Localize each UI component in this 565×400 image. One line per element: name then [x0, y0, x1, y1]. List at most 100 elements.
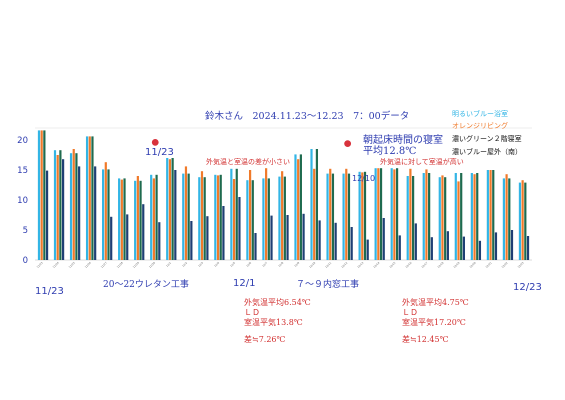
x-tick-label: 12/1	[165, 261, 172, 268]
bar-屋外（南）-11/25	[78, 166, 81, 260]
bar-屋外（南）-12/8	[286, 215, 289, 260]
bar-屋外（南）-12/7	[270, 215, 273, 260]
bar-屋外（南）-12/1	[174, 170, 177, 260]
stats-before: 外気温平均6.54℃ ＬＤ 室温平気13.8℃ 差≒7.26℃	[244, 297, 311, 344]
y-tick-label: 10	[17, 196, 28, 206]
x-tick-label: 12/17	[420, 261, 428, 269]
bar-リビング-12/18	[441, 175, 444, 260]
legend-item-bath: 明るいブルー浴室	[452, 109, 508, 118]
bar-浴室-12/20	[470, 173, 473, 260]
bar-２階寝室-12/7	[267, 178, 270, 260]
x-tick-label: 12/14	[372, 261, 380, 269]
bar-浴室-11/28	[118, 178, 121, 260]
bar-２階寝室-12/16	[412, 176, 415, 260]
bar-屋外（南）-12/5	[238, 197, 241, 260]
bar-２階寝室-12/14	[379, 168, 383, 260]
bar-屋外（南）-12/10	[318, 220, 321, 260]
bar-屋外（南）-12/14	[382, 218, 385, 260]
bar-浴室-11/23	[37, 130, 41, 260]
bar-浴室-12/13	[358, 171, 361, 260]
x-tick-label: 12/4	[213, 261, 220, 268]
legend-item-bedroom: 濃いグリーン２階寝室	[452, 134, 522, 143]
bar-リビング-12/19	[457, 181, 460, 260]
x-tick-label: 12/18	[436, 261, 444, 269]
x-tick-label: 12/12	[340, 261, 348, 269]
x-tick-label: 12/22	[501, 261, 509, 269]
bar-リビング-12/1	[168, 159, 172, 260]
bar-浴室-12/23	[518, 182, 522, 260]
chart-title: 鈴木さん 2024.11.23～12.23 7：00データ	[205, 110, 409, 122]
bar-２階寝室-12/8	[283, 176, 286, 260]
bar-浴室-12/8	[278, 176, 281, 260]
bar-リビング-12/23	[521, 180, 524, 260]
bar-リビング-11/27	[104, 162, 107, 260]
bar-リビング-11/25	[72, 149, 75, 260]
bar-２階寝室-11/25	[75, 153, 78, 260]
dot2-note: 外気温に対して室温が高い	[380, 157, 464, 166]
bedroom-note-line1: 朝起床時間の寝室	[363, 133, 443, 146]
bar-浴室-11/29	[134, 180, 137, 260]
bar-浴室-12/15	[390, 168, 393, 260]
bar-２階寝室-12/17	[428, 173, 431, 260]
bar-２階寝室-12/13	[363, 171, 367, 260]
bar-２階寝室-12/20	[476, 173, 479, 260]
bar-屋外（南）-12/19	[462, 236, 465, 260]
x-tick-label: 12/8	[277, 261, 284, 268]
bar-リビング-11/29	[136, 176, 139, 260]
bar-２階寝室-11/29	[139, 180, 142, 260]
bar-リビング-12/3	[200, 171, 204, 260]
bar-２階寝室-12/10	[315, 149, 319, 260]
dot2-date-label: 12/10	[352, 174, 375, 183]
bar-２階寝室-12/15	[395, 168, 399, 260]
bar-リビング-12/4	[216, 175, 220, 260]
bar-２階寝室-12/5	[235, 168, 238, 260]
x-tick-label: 11/30	[148, 261, 156, 269]
bar-屋外（南）-11/28	[126, 214, 129, 260]
bar-リビング-12/21	[489, 170, 492, 260]
bar-series	[37, 130, 530, 260]
dot1-date-label: 11/23	[145, 147, 174, 158]
bar-浴室-12/1	[166, 158, 169, 260]
bar-リビング-12/13	[361, 172, 364, 260]
bar-浴室-12/17	[422, 173, 425, 260]
stats2-diff: 差≒12.45℃	[402, 334, 449, 344]
x-tick-label: 12/21	[485, 261, 493, 269]
bar-２階寝室-11/23	[43, 130, 46, 260]
bar-リビング-11/26	[88, 136, 91, 260]
x-tick-label: 12/13	[356, 261, 364, 269]
bar-２階寝室-12/11	[331, 173, 335, 260]
bar-屋外（南）-12/6	[254, 233, 257, 260]
bar-２階寝室-12/6	[251, 180, 254, 260]
bar-浴室-12/4	[214, 174, 217, 260]
bar-リビング-12/9	[297, 159, 300, 260]
legend-item-living: オレンジリビング	[452, 121, 508, 130]
bar-屋外（南）-12/16	[414, 223, 417, 260]
bar-リビング-12/2	[184, 166, 188, 260]
bar-リビング-12/10	[313, 168, 316, 260]
bar-浴室-12/6	[246, 180, 249, 260]
bar-屋外（南）-12/21	[494, 232, 498, 260]
bar-２階寝室-11/26	[91, 136, 94, 260]
x-tick-label: 12/3	[197, 261, 204, 268]
bar-浴室-12/22	[502, 178, 505, 260]
work-urethane-label: 20～22ウレタン工事	[103, 278, 189, 290]
bar-浴室-12/12	[342, 173, 345, 260]
bar-２階寝室-12/18	[444, 177, 447, 260]
bar-２階寝室-12/3	[203, 177, 206, 260]
bar-浴室-12/9	[294, 154, 297, 260]
bar-浴室-11/30	[150, 174, 153, 260]
stats-after: 外気温平均4.75℃ ＬＤ 室温平気17.20℃ 差≒12.45℃	[402, 297, 469, 344]
bedroom-note-line2: 平均12.8℃	[363, 145, 416, 157]
bar-浴室-12/7	[262, 178, 265, 260]
work-window-label: ７～９内窓工事	[296, 278, 359, 290]
bar-屋外（南）-12/9	[302, 213, 305, 260]
bar-リビング-12/11	[329, 168, 332, 260]
bar-２階寝室-11/30	[155, 174, 158, 260]
bar-２階寝室-11/27	[107, 169, 110, 260]
bar-浴室-12/16	[406, 176, 409, 260]
y-tick-label: 20	[17, 136, 28, 146]
x-tick-label: 12/11	[324, 261, 332, 269]
bar-リビング-12/5	[232, 179, 236, 260]
bar-屋外（南）-12/17	[430, 237, 433, 260]
